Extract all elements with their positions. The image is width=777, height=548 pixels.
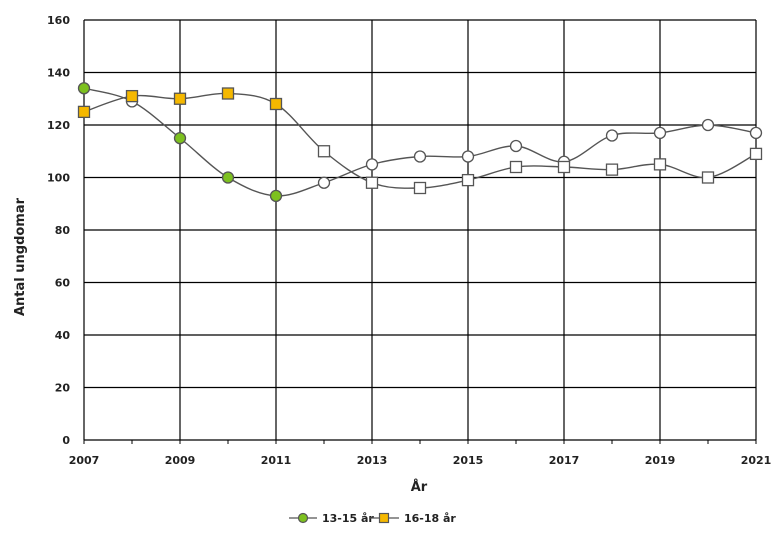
y-tick-label: 80 <box>55 224 71 237</box>
data-point-series-2 <box>365 176 379 189</box>
y-tick-label: 60 <box>55 277 71 290</box>
x-tick-label: 2017 <box>549 454 580 467</box>
x-tick-label: 2009 <box>165 454 196 467</box>
legend: 13-15 år 16-18 år <box>289 512 456 525</box>
x-tick-label: 2007 <box>69 454 100 467</box>
legend-label-series-2: 16-18 år <box>404 512 456 525</box>
data-point-series-1 <box>221 171 235 184</box>
data-point-series-1 <box>77 82 91 95</box>
data-point-series-2 <box>509 160 523 174</box>
y-tick-label: 40 <box>55 329 71 342</box>
y-tick-label: 20 <box>55 382 71 395</box>
data-point-series-1 <box>317 176 331 189</box>
legend-marker-circle <box>297 512 309 524</box>
data-point-series-1 <box>509 139 523 153</box>
x-tick-label: 2011 <box>261 454 292 467</box>
y-axis-title: Antal ungdomar <box>13 197 28 316</box>
data-point-series-2 <box>749 147 763 161</box>
data-point-series-2 <box>557 160 571 174</box>
legend-item-series-2: 16-18 år <box>369 512 456 525</box>
y-tick-label: 100 <box>47 172 70 185</box>
x-axis-title: År <box>411 479 428 495</box>
data-point-series-2 <box>317 145 331 158</box>
data-point-series-1 <box>749 126 763 140</box>
series <box>77 82 763 203</box>
data-point-series-2 <box>461 173 475 187</box>
data-point-series-2 <box>77 105 91 119</box>
data-point-series-2 <box>269 97 283 111</box>
data-point-series-1 <box>269 189 283 203</box>
y-tick-label: 140 <box>47 67 70 80</box>
data-point-series-1 <box>461 150 475 163</box>
x-tick-label: 2021 <box>741 454 772 467</box>
y-tick-label: 160 <box>47 14 70 27</box>
data-point-series-2 <box>173 92 187 105</box>
data-point-series-1 <box>173 131 187 145</box>
legend-item-series-1: 13-15 år <box>289 512 374 525</box>
data-point-series-2 <box>221 87 235 100</box>
data-point-series-2 <box>653 158 667 171</box>
legend-label-series-1: 13-15 år <box>322 512 374 525</box>
data-point-series-2 <box>413 181 427 195</box>
data-point-series-2 <box>605 163 619 176</box>
data-point-series-2 <box>701 171 715 184</box>
y-axis-ticks: 0 20 40 60 80 100 120 140 160 <box>47 14 70 447</box>
x-axis-ticks: 2007 2009 2011 2013 2015 2017 2019 2021 <box>69 454 772 467</box>
data-point-series-1 <box>413 150 427 163</box>
grid <box>83 19 757 444</box>
legend-marker-square <box>378 512 390 524</box>
x-tick-label: 2013 <box>357 454 388 467</box>
data-point-series-1 <box>701 118 715 132</box>
data-point-series-1 <box>365 158 379 171</box>
x-tick-label: 2019 <box>645 454 676 467</box>
data-point-series-1 <box>653 126 667 140</box>
y-tick-label: 0 <box>62 434 70 447</box>
data-point-series-2 <box>125 89 139 103</box>
data-point-series-1 <box>605 129 619 142</box>
y-tick-label: 120 <box>47 119 70 132</box>
x-tick-label: 2015 <box>453 454 484 467</box>
